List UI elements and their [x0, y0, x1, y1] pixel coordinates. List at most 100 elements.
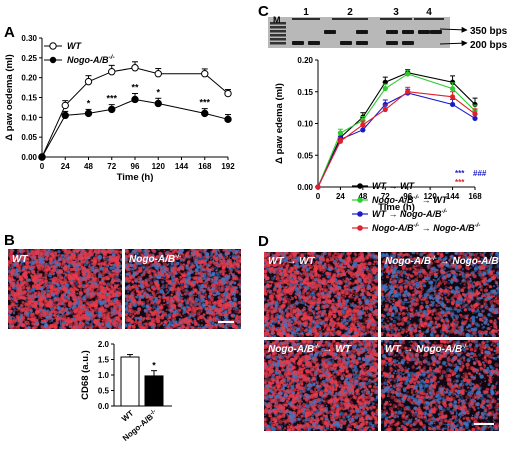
data-point-c-0: [382, 79, 388, 85]
y-tick-label-b: 1.5: [98, 356, 110, 365]
gel-band-upper: [430, 30, 442, 34]
x-tick-label-c: 144: [446, 192, 460, 201]
gel-band-350: 350 bps: [470, 26, 508, 37]
panel-label-b: B: [4, 232, 15, 249]
x-tick-label-c: 48: [358, 192, 367, 201]
legend-c-dot-icon: [357, 211, 363, 217]
gel-band-lower: [386, 41, 398, 45]
legend-c-dot-icon: [357, 225, 363, 231]
micrograph-d-label-2: Nogo-A/B-/- → WT: [268, 344, 352, 355]
significance-a: *: [87, 98, 91, 108]
x-tick-label-a: 48: [84, 162, 93, 171]
significance-a: ***: [106, 94, 117, 104]
data-point-c-2: [449, 101, 456, 108]
significance-a: *: [156, 87, 160, 97]
y-tick-label-a: 0.00: [21, 153, 37, 162]
chart-c: 0.00 0.05 0.10 0.15 0.20 0 24 48 72 96 120 144 168 Ti…: [274, 56, 482, 213]
lane-label: 2: [347, 7, 353, 18]
legend-c-dot-icon: [357, 197, 363, 203]
data-point-c-0: [449, 79, 456, 85]
data-point-a-0: [224, 89, 232, 98]
gel-band-upper: [418, 30, 430, 34]
gel-band-upper: [356, 30, 368, 34]
data-point-c-2: [472, 115, 478, 122]
y-tick-label-a: 0.05: [21, 133, 37, 142]
data-point-a-0: [154, 70, 162, 78]
panel-label-d: D: [258, 233, 269, 250]
gel-image: M 1 2 3 4 350 bps 200 bps: [268, 7, 508, 51]
y-tick-label-a: 0.20: [21, 74, 37, 83]
data-point-c-3: [382, 106, 388, 113]
data-point-c-2: [382, 101, 388, 108]
x-tick-label-c: 96: [403, 192, 412, 201]
legend-c-entry-1: Nogo-A/B-/- → WT: [372, 195, 449, 205]
x-tick-label-a: 0: [40, 162, 45, 171]
micrograph-d-label-0: WT → WT: [268, 256, 316, 267]
data-point-a-0: [131, 64, 139, 72]
gel-band-lower: [356, 41, 368, 45]
x-tick-label-a: 120: [152, 162, 166, 171]
legend-c: WT → WT Nogo-A/B-/- → WT WT → Nogo-A/B-/- N…: [352, 181, 480, 233]
panel-label-c: C: [258, 3, 269, 20]
category-label-b: WT: [120, 409, 135, 424]
x-axis-title-c: Time (h): [378, 202, 415, 213]
ladder-band: [270, 26, 286, 29]
panel-label-a: A: [4, 24, 15, 41]
ladder-band: [270, 22, 286, 25]
x-tick-label-a: 24: [61, 162, 70, 171]
significance-a: ***: [199, 98, 210, 108]
y-axis-title-b: CD68 (a.u.): [80, 350, 91, 400]
data-point-c-1: [360, 117, 366, 123]
data-point-c-1: [405, 71, 411, 77]
legend-c-entry-3: Nogo-A/B-/- → Nogo-A/B-/-: [372, 223, 480, 233]
x-tick-label-a: 144: [175, 162, 189, 171]
x-tick-label-c: 24: [336, 192, 345, 201]
data-point-a-1: [61, 111, 69, 120]
y-tick-label-c: 0.15: [297, 88, 313, 97]
data-point-a-1: [224, 115, 232, 124]
sig-c-red: ***: [455, 178, 465, 187]
gel-band-upper: [402, 30, 414, 34]
data-point-a-0: [108, 68, 116, 76]
data-point-a-1: [201, 109, 209, 118]
y-tick-label-b: 0.5: [98, 387, 110, 396]
arrow-200-icon: [439, 40, 468, 47]
micrograph-d-label-1: Nogo-A/B-/- → Nogo-A/B-/-: [385, 256, 504, 267]
bar-0: [120, 356, 140, 407]
data-point-c-0: [472, 101, 478, 108]
gel-marker-label: M: [273, 15, 281, 25]
legend-a-wt: WT: [67, 41, 82, 51]
y-tick-label-b: 2.0: [98, 340, 110, 349]
legend-c-entry-2: WT → Nogo-A/B-/-: [372, 209, 447, 219]
gel-band-lower: [292, 41, 304, 45]
y-tick-label-a: 0.25: [21, 54, 37, 63]
data-point-a-1: [154, 99, 162, 108]
data-point-c-1: [382, 85, 388, 92]
gel-band-lower: [308, 41, 320, 45]
y-tick-label-a: 0.30: [21, 34, 37, 43]
ladder-band: [270, 38, 286, 41]
x-tick-label-a: 192: [221, 162, 235, 171]
y-tick-label-c: 0.10: [297, 120, 313, 129]
ladder-band: [270, 42, 286, 45]
lane-label: 3: [393, 7, 399, 18]
legend-c-entry-0: WT → WT: [372, 181, 416, 191]
data-point-a-1: [38, 153, 46, 161]
series-line-a-1: [41, 98, 229, 158]
chart-a: 0.00 0.05 0.10 0.15 0.20 0.25 0.30 0 24 48 72 96 120…: [4, 34, 235, 183]
micrograph-b-nogo-label: Nogo-A/B-/-: [129, 253, 181, 265]
lane-label: 1: [303, 7, 309, 18]
data-point-a-0: [201, 70, 209, 78]
y-tick-label-a: 0.10: [21, 113, 37, 122]
gel-band-200: 200 bps: [470, 40, 508, 51]
x-tick-label-c: 120: [423, 192, 437, 201]
bar-1: [144, 375, 164, 407]
gel-band-lower: [340, 41, 352, 45]
legend-filled-circle-icon: [49, 56, 57, 64]
gel-band-upper: [324, 30, 336, 34]
arrow-350-icon: [439, 26, 468, 33]
data-point-a-0: [61, 101, 69, 110]
y-tick-label-a: 0.15: [21, 94, 37, 103]
